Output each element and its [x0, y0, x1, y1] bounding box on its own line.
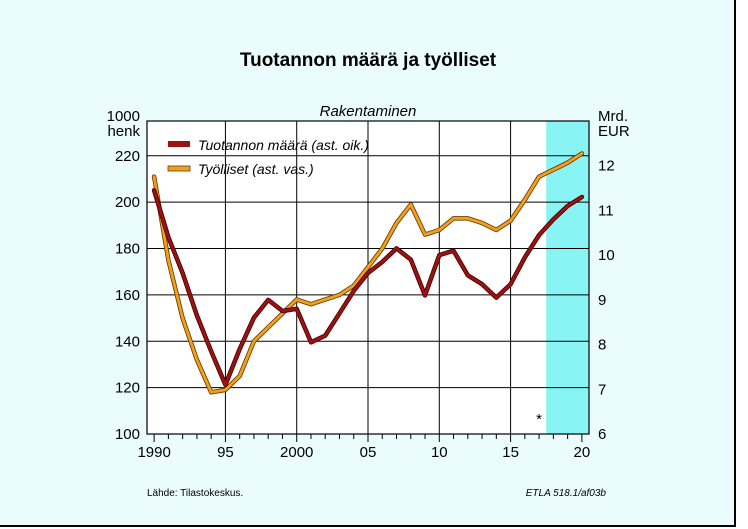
x-tick-label: 20 — [574, 444, 591, 461]
chart-title: Tuotannon määrä ja työlliset — [240, 50, 497, 71]
right-tick-label: 6 — [598, 426, 606, 443]
x-tick-label: 10 — [431, 444, 448, 461]
left-tick-label: 180 — [115, 241, 140, 258]
right-axis-unit-line1: Mrd. — [598, 108, 628, 125]
x-tick-label: 05 — [360, 444, 377, 461]
legend-swatch-employment — [167, 165, 191, 172]
plot-area: 1990 95 2000 05 10 15 20 220 200 180 160 140 120 100 1… — [115, 120, 615, 461]
right-axis-unit-line2: EUR — [598, 123, 630, 140]
left-axis-unit-line1: 1000 — [107, 108, 140, 125]
chart-subtitle: Rakentaminen — [320, 103, 417, 120]
left-axis-unit-line2: henk — [107, 123, 140, 140]
legend: Tuotannon määrä (ast. oik.) Työlliset (a… — [167, 137, 369, 177]
x-tick-label: 15 — [502, 444, 519, 461]
right-tick-label: 11 — [598, 202, 614, 219]
left-tick-label: 100 — [115, 426, 140, 443]
x-tick-label: 1990 — [137, 444, 170, 461]
x-tick-label: 95 — [217, 444, 234, 461]
forecast-band — [546, 121, 589, 434]
left-tick-label: 200 — [115, 194, 140, 211]
right-tick-label: 9 — [598, 292, 606, 309]
left-tick-label: 160 — [115, 287, 140, 304]
right-tick-label: 12 — [598, 158, 615, 175]
left-tick-label: 120 — [115, 380, 140, 397]
legend-swatch-production — [168, 141, 190, 147]
right-tick-label: 8 — [598, 337, 606, 354]
forecast-marker: * — [536, 411, 542, 428]
series-line-production — [152, 188, 584, 387]
chart-code: ETLA 518.1/af03b — [526, 488, 607, 499]
right-tick-label: 10 — [598, 247, 615, 264]
left-tick-label: 220 — [115, 148, 140, 165]
series-line-employment — [152, 152, 584, 394]
left-tick-label: 140 — [115, 333, 140, 350]
legend-label-production: Tuotannon määrä (ast. oik.) — [198, 137, 369, 153]
right-tick-label: 7 — [598, 381, 606, 398]
legend-label-employment: Työlliset (ast. vas.) — [198, 161, 314, 177]
x-tick-label: 2000 — [280, 444, 313, 461]
source-note: Lähde: Tilastokeskus. — [147, 488, 243, 499]
